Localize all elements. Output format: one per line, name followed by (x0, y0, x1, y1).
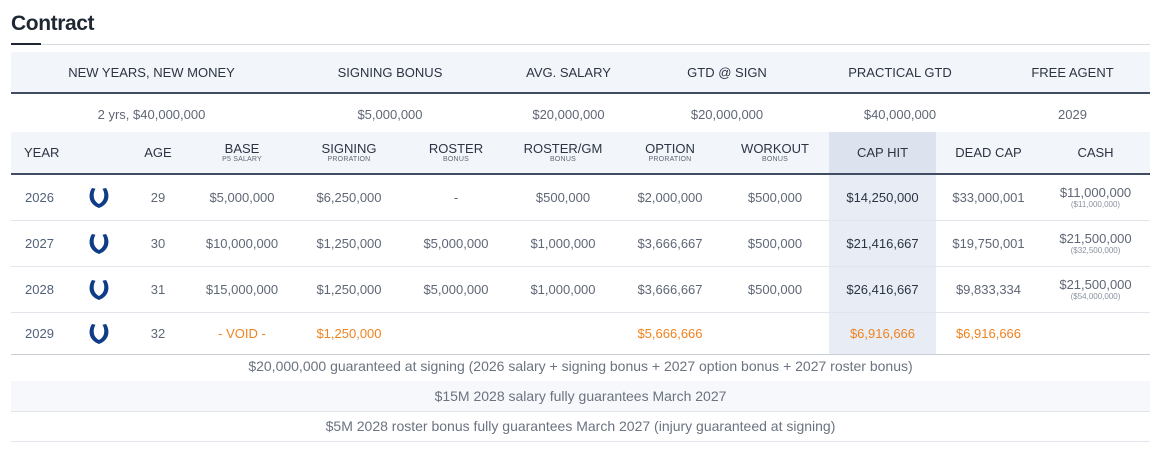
cell-workout: $500,000 (747, 236, 803, 251)
cell-age: 30 (150, 236, 166, 251)
cell-age: 31 (150, 282, 166, 297)
cell-roster: - (453, 190, 459, 205)
cash-value: $21,500,000 (1059, 276, 1132, 292)
cell-dead-cap: $33,000,001 (952, 190, 1025, 205)
cash-cumulative: ($32,500,000) (1070, 245, 1121, 255)
cell-cap-hit: $21,416,667 (829, 221, 936, 266)
cash-value: $21,500,000 (1059, 230, 1132, 246)
colts-horseshoe-icon (89, 187, 109, 208)
summary-header-avg-salary: AVG. SALARY (526, 64, 611, 80)
title-underline-accent (11, 43, 41, 45)
cell-cash (1041, 313, 1150, 354)
cell-signing: $1,250,000 (316, 326, 382, 341)
col-header-team (73, 132, 125, 173)
cell-cap-hit: $26,416,667 (829, 267, 936, 312)
summary-header-new-money: NEW YEARS, NEW MONEY (68, 64, 235, 80)
cell-roster: $5,000,000 (423, 236, 489, 251)
team-logo[interactable] (73, 267, 125, 312)
table-row: 2029 32 - VOID - $1,250,000 $5,666,666 $… (11, 313, 1150, 355)
summary-value-signing-bonus: $5,000,000 (357, 106, 423, 122)
title-divider (11, 44, 1150, 45)
cell-signing: $1,250,000 (316, 282, 382, 297)
colts-horseshoe-icon (89, 233, 109, 254)
contract-note: $15M 2028 salary fully guarantees March … (11, 381, 1150, 412)
col-header-option[interactable]: OPTION PRORATION (645, 140, 695, 163)
contract-summary: NEW YEARS, NEW MONEY SIGNING BONUS AVG. … (11, 52, 1150, 134)
cell-roster: $5,000,000 (423, 282, 489, 297)
cell-base: $15,000,000 (205, 282, 279, 297)
cell-cash: $11,000,000 ($11,000,000) (1041, 175, 1150, 220)
summary-value-avg-salary: $20,000,000 (532, 106, 605, 122)
col-header-cap-hit[interactable]: CAP HIT (829, 132, 936, 173)
cell-cap-hit: $14,250,000 (829, 175, 936, 220)
contract-year-table: YEAR AGE BASE P5 SALARY SIGNING PRORATION … (11, 132, 1150, 355)
table-row: 2027 30 $10,000,000 $1,250,000 $5,000,00… (11, 221, 1150, 267)
col-header-workout[interactable]: WORKOUT BONUS (741, 140, 809, 163)
team-logo[interactable] (73, 313, 125, 354)
contract-note: $5M 2028 roster bonus fully guarantees M… (11, 411, 1150, 442)
cell-workout: $500,000 (747, 190, 803, 205)
cell-year: 2028 (25, 282, 54, 297)
colts-horseshoe-icon (89, 323, 109, 344)
cell-roster (405, 313, 507, 354)
cell-dead-cap: $6,916,666 (955, 326, 1022, 341)
cell-age: 29 (150, 190, 166, 205)
summary-header-row: NEW YEARS, NEW MONEY SIGNING BONUS AVG. … (11, 52, 1150, 94)
cash-cumulative: ($54,000,000) (1070, 291, 1121, 301)
cell-roster-gm: $1,000,000 (530, 236, 596, 251)
cell-base: $5,000,000 (209, 190, 275, 205)
cell-workout (721, 313, 829, 354)
cell-year: 2029 (25, 326, 54, 341)
table-row: 2026 29 $5,000,000 $6,250,000 - $500,000… (11, 175, 1150, 221)
cash-value: $11,000,000 (1059, 184, 1132, 200)
cell-cash: $21,500,000 ($54,000,000) (1041, 267, 1150, 312)
cell-dead-cap: $19,750,001 (952, 236, 1025, 251)
colts-horseshoe-icon (89, 279, 109, 300)
summary-value-free-agent: 2029 (1058, 106, 1087, 122)
cell-option: $2,000,000 (637, 190, 703, 205)
col-header-year[interactable]: YEAR (24, 144, 60, 160)
cell-roster-gm (507, 313, 619, 354)
cell-workout: $500,000 (747, 282, 803, 297)
col-header-dead-cap[interactable]: DEAD CAP (955, 144, 1022, 160)
summary-header-practical-gtd: PRACTICAL GTD (848, 64, 952, 80)
cell-roster-gm: $500,000 (535, 190, 591, 205)
col-header-base[interactable]: BASE P5 SALARY (222, 140, 262, 163)
cell-signing: $1,250,000 (316, 236, 382, 251)
team-logo[interactable] (73, 221, 125, 266)
cell-cap-hit: $6,916,666 (829, 313, 936, 354)
cell-base-void: - VOID - (218, 326, 266, 341)
summary-values-row: 2 yrs, $40,000,000 $5,000,000 $20,000,00… (11, 94, 1150, 134)
cell-year: 2026 (25, 190, 54, 205)
summary-header-gtd-at-sign: GTD @ SIGN (687, 64, 767, 80)
cell-base: $10,000,000 (205, 236, 279, 251)
table-header-row: YEAR AGE BASE P5 SALARY SIGNING PRORATION … (11, 132, 1150, 175)
summary-value-practical-gtd: $40,000,000 (863, 106, 937, 122)
cell-year: 2027 (25, 236, 54, 251)
section-title: Contract (11, 12, 95, 35)
col-header-roster-gm[interactable]: ROSTER/GM BONUS (523, 140, 603, 163)
cell-option: $3,666,667 (637, 236, 703, 251)
summary-header-signing-bonus: SIGNING BONUS (337, 64, 443, 80)
summary-value-new-money: 2 yrs, $40,000,000 (97, 106, 206, 122)
cell-signing: $6,250,000 (316, 190, 382, 205)
cell-cash: $21,500,000 ($32,500,000) (1041, 221, 1150, 266)
col-header-cash[interactable]: CASH (1077, 144, 1114, 160)
contract-note: $20,000,000 guaranteed at signing (2026 … (11, 351, 1150, 382)
cell-option: $3,666,667 (637, 282, 703, 297)
summary-value-gtd-at-sign: $20,000,000 (690, 106, 764, 122)
cash-cumulative: ($11,000,000) (1070, 199, 1121, 209)
col-header-roster[interactable]: ROSTER BONUS (428, 140, 484, 163)
cell-dead-cap: $9,833,334 (955, 282, 1022, 297)
team-logo[interactable] (73, 175, 125, 220)
cell-age: 32 (150, 326, 166, 341)
summary-header-free-agent: FREE AGENT (1031, 64, 1114, 80)
col-header-age[interactable]: AGE (144, 144, 172, 160)
table-row: 2028 31 $15,000,000 $1,250,000 $5,000,00… (11, 267, 1150, 313)
cell-option: $5,666,666 (637, 326, 703, 341)
col-header-signing[interactable]: SIGNING PRORATION (321, 140, 377, 163)
cell-roster-gm: $1,000,000 (530, 282, 596, 297)
